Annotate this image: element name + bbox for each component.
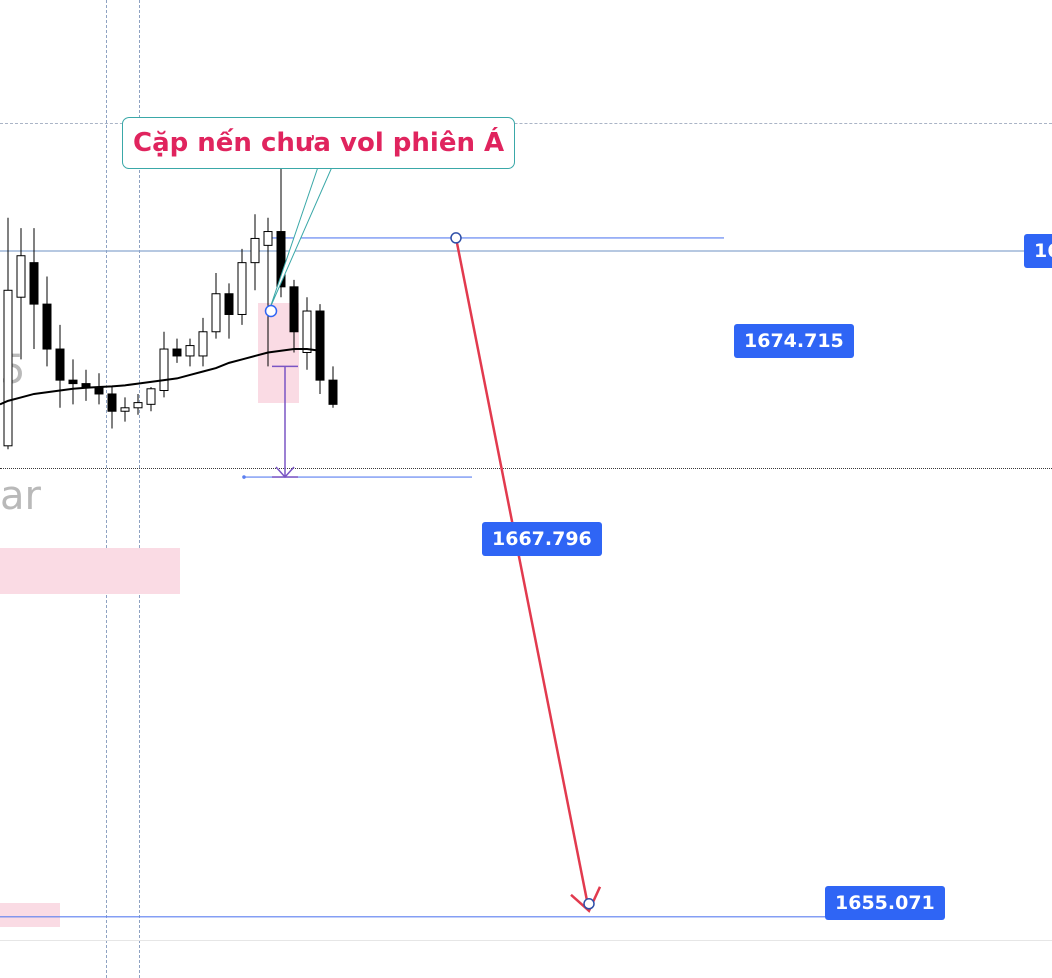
candle-up xyxy=(3,289,13,447)
current-price-dotted-line xyxy=(0,468,1052,469)
candle-down xyxy=(289,286,299,333)
projection-arrow-end-handle xyxy=(583,898,595,910)
candle-down xyxy=(172,348,182,357)
candle-up xyxy=(263,231,273,246)
candle-down xyxy=(328,379,338,405)
callout-label[interactable]: Cặp nến chưa vol phiên Á xyxy=(122,117,516,169)
candle-up xyxy=(237,262,247,315)
highlight-zone-left xyxy=(0,548,180,594)
dashed-vertical-line-2 xyxy=(139,0,140,978)
candle-up xyxy=(133,402,143,409)
price-label-upper-level[interactable]: 1674.715 xyxy=(734,324,854,358)
candle-up xyxy=(250,237,260,264)
projection-arrow-shaft xyxy=(454,237,591,912)
candle-up xyxy=(146,388,156,405)
candle-down xyxy=(55,348,65,381)
candle-up xyxy=(159,348,169,392)
price-label-edge-level[interactable]: 16 xyxy=(1024,234,1052,268)
level-line-mid-anchor xyxy=(242,475,246,479)
candle-down xyxy=(68,379,78,385)
candle-down xyxy=(315,310,325,381)
candle-down xyxy=(224,293,234,315)
callout-anchor-point xyxy=(264,304,278,318)
dashed-vertical-line-1 xyxy=(106,0,107,978)
candle-up xyxy=(302,310,312,353)
price-label-target-level[interactable]: 1655.071 xyxy=(825,886,945,920)
candle-up xyxy=(211,293,221,333)
candle-up xyxy=(198,331,208,357)
candle-down xyxy=(42,303,52,350)
candle-up xyxy=(120,407,130,412)
bottom-border xyxy=(0,940,1052,941)
projection-arrow-start-handle xyxy=(450,232,462,244)
watermark-text: ar xyxy=(0,473,41,519)
dashed-horizontal-gridline xyxy=(0,123,1052,124)
candle-up xyxy=(16,255,26,298)
highlight-zone-bottom xyxy=(0,903,60,927)
projection-arrow-head xyxy=(570,886,602,913)
candle-down xyxy=(107,393,117,412)
price-label-mid-level[interactable]: 1667.796 xyxy=(482,522,602,556)
moving-average-line xyxy=(0,348,321,406)
candle-down xyxy=(276,231,286,288)
candle-down xyxy=(81,383,91,388)
candle-up xyxy=(185,345,195,357)
candle-down xyxy=(29,262,39,305)
